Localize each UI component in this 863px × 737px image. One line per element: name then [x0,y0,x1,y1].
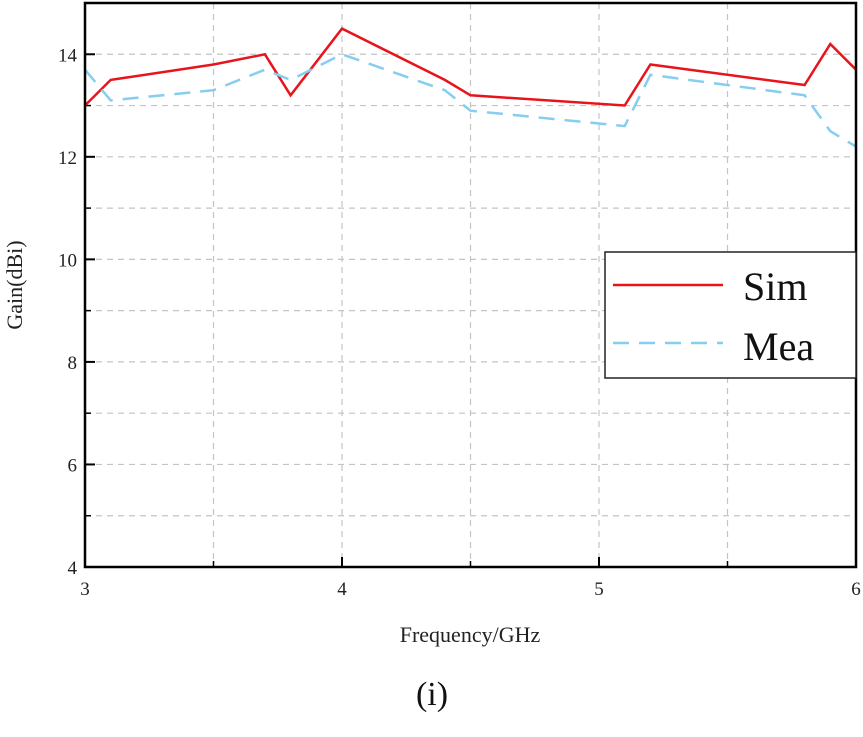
figure-caption: (i) [416,676,448,713]
y-tick-label: 8 [68,353,78,374]
x-tick-label: 5 [594,579,604,600]
x-axis-title: Frequency/GHz [400,622,541,647]
y-tick-label: 12 [58,148,77,169]
legend-label-sim: Sim [743,264,807,309]
y-axis-title: Gain(dBi) [2,240,27,329]
legend-box [604,251,857,379]
x-tick-label: 3 [80,579,90,600]
y-tick-label: 4 [68,558,78,579]
series-line-sim [85,27,856,107]
legend-label-mea: Mea [743,324,814,369]
x-tick-label: 6 [851,579,861,600]
series-line-mea [85,52,856,148]
series-lines [85,27,856,148]
x-tick-label: 4 [337,579,347,600]
y-tick-label: 6 [68,455,78,476]
legend: Sim Mea [604,251,857,379]
y-tick-label: 14 [58,45,78,66]
y-tick-label: 10 [58,250,77,271]
